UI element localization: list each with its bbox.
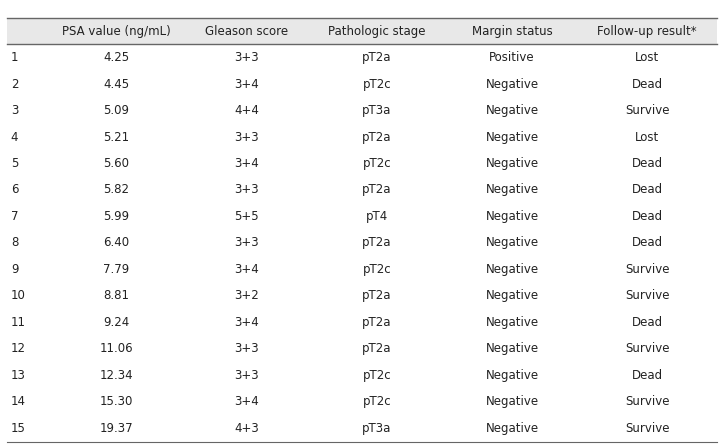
Text: 11: 11 bbox=[11, 316, 26, 329]
Text: 3+3: 3+3 bbox=[235, 131, 259, 144]
Text: 2: 2 bbox=[11, 78, 18, 91]
Text: Survive: Survive bbox=[625, 343, 670, 355]
Text: pT2a: pT2a bbox=[362, 183, 392, 197]
Text: Dead: Dead bbox=[632, 369, 663, 382]
Text: 5+5: 5+5 bbox=[235, 210, 259, 223]
Text: Dead: Dead bbox=[632, 316, 663, 329]
Text: Negative: Negative bbox=[486, 131, 539, 144]
Text: Positive: Positive bbox=[489, 51, 535, 64]
Text: 3: 3 bbox=[11, 104, 18, 117]
Text: pT3a: pT3a bbox=[362, 104, 392, 117]
Text: pT3a: pT3a bbox=[362, 422, 392, 435]
Text: Negative: Negative bbox=[486, 104, 539, 117]
Text: pT2a: pT2a bbox=[362, 289, 392, 302]
Text: 5.99: 5.99 bbox=[104, 210, 130, 223]
Text: 15: 15 bbox=[11, 422, 26, 435]
Text: Dead: Dead bbox=[632, 236, 663, 249]
Text: Negative: Negative bbox=[486, 369, 539, 382]
Text: Dead: Dead bbox=[632, 210, 663, 223]
Text: 8: 8 bbox=[11, 236, 18, 249]
Text: Negative: Negative bbox=[486, 263, 539, 276]
Text: 4.45: 4.45 bbox=[104, 78, 130, 91]
Text: pT2a: pT2a bbox=[362, 316, 392, 329]
Text: 10: 10 bbox=[11, 289, 26, 302]
Text: 4+4: 4+4 bbox=[235, 104, 259, 117]
Text: Pathologic stage: Pathologic stage bbox=[328, 25, 426, 37]
Text: 3+3: 3+3 bbox=[235, 343, 259, 355]
Text: 4.25: 4.25 bbox=[104, 51, 130, 64]
Text: 7: 7 bbox=[11, 210, 18, 223]
Text: Survive: Survive bbox=[625, 395, 670, 409]
Text: 3+2: 3+2 bbox=[235, 289, 259, 302]
Text: 6.40: 6.40 bbox=[104, 236, 130, 249]
Text: 5.60: 5.60 bbox=[104, 157, 130, 170]
Text: Lost: Lost bbox=[635, 131, 660, 144]
Text: Negative: Negative bbox=[486, 210, 539, 223]
Text: pT2c: pT2c bbox=[363, 263, 392, 276]
Text: 3+4: 3+4 bbox=[235, 263, 259, 276]
Text: Survive: Survive bbox=[625, 422, 670, 435]
Text: pT2c: pT2c bbox=[363, 395, 392, 409]
Text: Negative: Negative bbox=[486, 316, 539, 329]
Text: Negative: Negative bbox=[486, 343, 539, 355]
Text: 3+3: 3+3 bbox=[235, 183, 259, 197]
Text: pT2c: pT2c bbox=[363, 78, 392, 91]
Text: PSA value (ng/mL): PSA value (ng/mL) bbox=[62, 25, 171, 37]
Text: 3+4: 3+4 bbox=[235, 395, 259, 409]
Text: pT4: pT4 bbox=[366, 210, 388, 223]
Text: 3+3: 3+3 bbox=[235, 236, 259, 249]
Text: Gleason score: Gleason score bbox=[205, 25, 288, 37]
Text: Lost: Lost bbox=[635, 51, 660, 64]
Text: pT2a: pT2a bbox=[362, 131, 392, 144]
Text: pT2a: pT2a bbox=[362, 51, 392, 64]
Text: 4+3: 4+3 bbox=[235, 422, 259, 435]
Text: 9: 9 bbox=[11, 263, 18, 276]
Text: 3+4: 3+4 bbox=[235, 157, 259, 170]
Text: 15.30: 15.30 bbox=[100, 395, 133, 409]
Text: Negative: Negative bbox=[486, 289, 539, 302]
Bar bbox=[7, 18, 717, 44]
Text: Negative: Negative bbox=[486, 422, 539, 435]
Text: 5.21: 5.21 bbox=[104, 131, 130, 144]
Text: 9.24: 9.24 bbox=[104, 316, 130, 329]
Text: Dead: Dead bbox=[632, 183, 663, 197]
Text: Dead: Dead bbox=[632, 78, 663, 91]
Text: 3+3: 3+3 bbox=[235, 369, 259, 382]
Text: 3+3: 3+3 bbox=[235, 51, 259, 64]
Text: 7.79: 7.79 bbox=[104, 263, 130, 276]
Text: 3+4: 3+4 bbox=[235, 316, 259, 329]
Text: 4: 4 bbox=[11, 131, 18, 144]
Text: Negative: Negative bbox=[486, 78, 539, 91]
Text: 19.37: 19.37 bbox=[100, 422, 133, 435]
Text: 6: 6 bbox=[11, 183, 18, 197]
Text: Negative: Negative bbox=[486, 157, 539, 170]
Text: Negative: Negative bbox=[486, 395, 539, 409]
Text: Survive: Survive bbox=[625, 104, 670, 117]
Text: pT2a: pT2a bbox=[362, 236, 392, 249]
Text: 12.34: 12.34 bbox=[100, 369, 133, 382]
Text: 11.06: 11.06 bbox=[100, 343, 133, 355]
Text: pT2a: pT2a bbox=[362, 343, 392, 355]
Text: 14: 14 bbox=[11, 395, 26, 409]
Text: Follow-up result*: Follow-up result* bbox=[597, 25, 697, 37]
Text: 8.81: 8.81 bbox=[104, 289, 130, 302]
Text: Margin status: Margin status bbox=[472, 25, 552, 37]
Text: Dead: Dead bbox=[632, 157, 663, 170]
Text: 3+4: 3+4 bbox=[235, 78, 259, 91]
Text: 5.09: 5.09 bbox=[104, 104, 130, 117]
Text: 5: 5 bbox=[11, 157, 18, 170]
Text: 1: 1 bbox=[11, 51, 18, 64]
Text: 12: 12 bbox=[11, 343, 26, 355]
Text: pT2c: pT2c bbox=[363, 369, 392, 382]
Text: pT2c: pT2c bbox=[363, 157, 392, 170]
Text: Survive: Survive bbox=[625, 289, 670, 302]
Text: 13: 13 bbox=[11, 369, 26, 382]
Text: 5.82: 5.82 bbox=[104, 183, 130, 197]
Text: Negative: Negative bbox=[486, 236, 539, 249]
Text: Negative: Negative bbox=[486, 183, 539, 197]
Text: Survive: Survive bbox=[625, 263, 670, 276]
